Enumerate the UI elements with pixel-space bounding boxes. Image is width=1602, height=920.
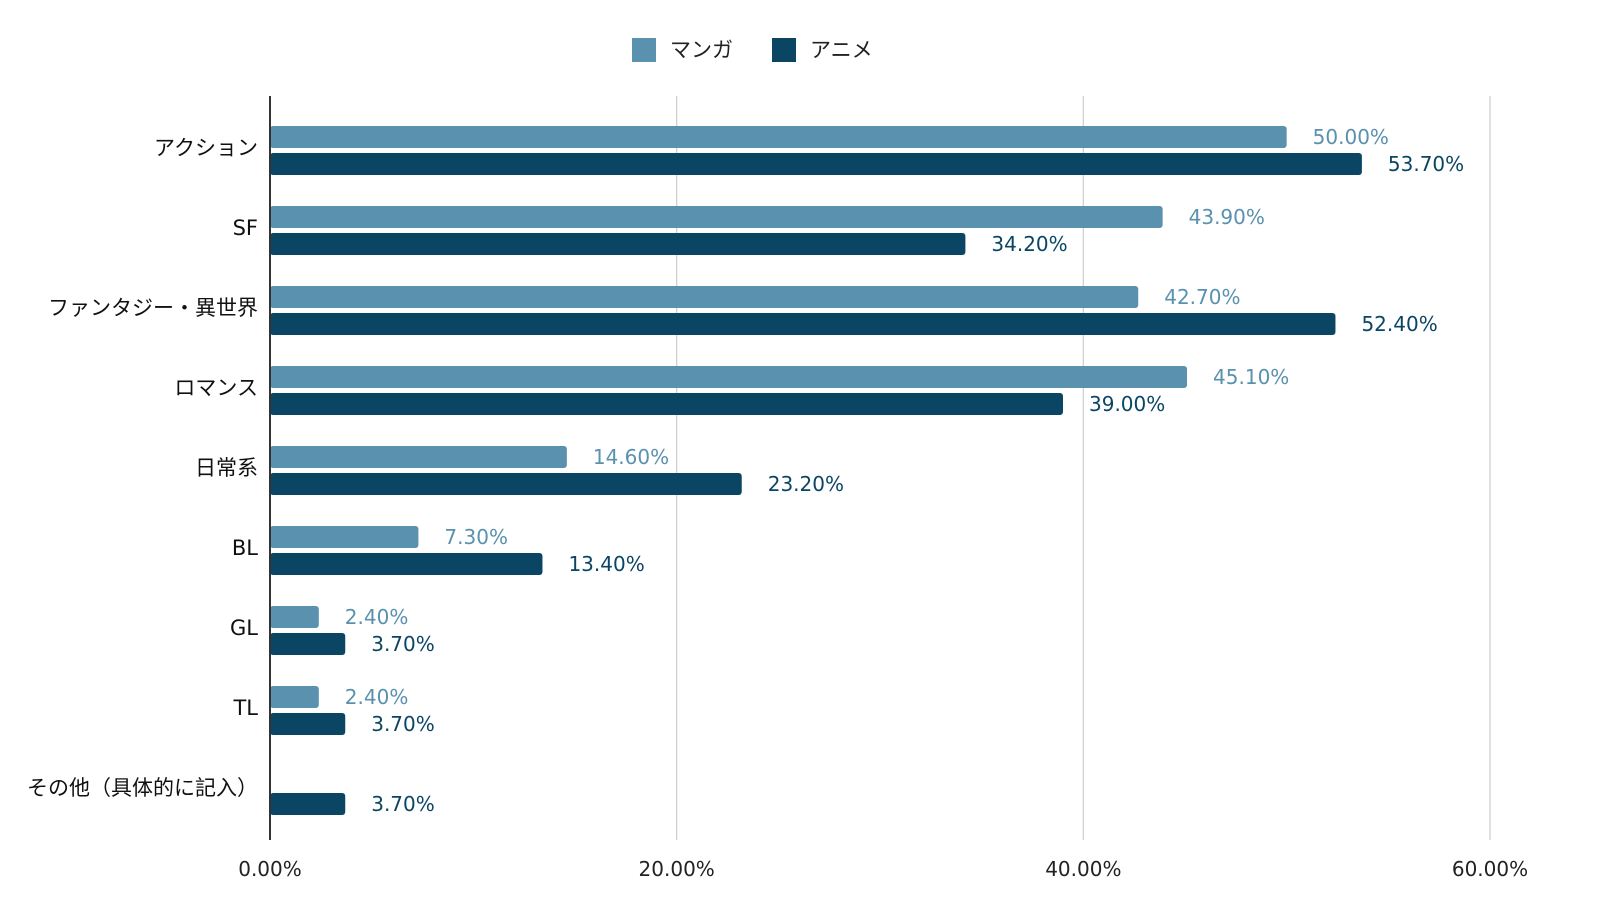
category-label: GL (230, 616, 258, 640)
legend-swatch (632, 38, 656, 62)
data-label: 50.00% (1313, 125, 1389, 149)
data-label: 2.40% (345, 605, 409, 629)
data-label: 3.70% (371, 632, 435, 656)
category-label: アクション (154, 136, 258, 160)
bar (270, 606, 319, 628)
data-label: 3.70% (371, 792, 435, 816)
data-label: 42.70% (1164, 285, 1240, 309)
legend-label: アニメ (810, 38, 873, 62)
data-label: 53.70% (1388, 152, 1464, 176)
bar (270, 366, 1188, 388)
bar (270, 286, 1139, 308)
data-label: 45.10% (1213, 365, 1289, 389)
bar (270, 313, 1336, 335)
bar (270, 713, 346, 735)
bar (270, 446, 567, 468)
x-tick-label: 0.00% (238, 857, 302, 881)
data-label: 34.20% (991, 232, 1067, 256)
category-label: BL (232, 536, 258, 560)
legend-label: マンガ (670, 38, 733, 62)
category-label: その他（具体的に記入） (27, 776, 258, 800)
bars (270, 126, 1362, 815)
bar (270, 393, 1063, 415)
x-tick-label: 40.00% (1045, 857, 1121, 881)
bar (270, 206, 1163, 228)
data-label: 7.30% (444, 525, 508, 549)
data-label: 2.40% (345, 685, 409, 709)
bar (270, 126, 1287, 148)
x-tick-label: 20.00% (639, 857, 715, 881)
data-label: 23.20% (768, 472, 844, 496)
data-label: 3.70% (371, 712, 435, 736)
category-label: TL (232, 696, 258, 720)
data-label: 52.40% (1361, 312, 1437, 336)
bar (270, 473, 742, 495)
bar (270, 526, 419, 548)
category-label: 日常系 (195, 456, 258, 480)
legend-swatch (772, 38, 796, 62)
category-label: ロマンス (174, 376, 258, 400)
data-label: 13.40% (568, 552, 644, 576)
category-label: ファンタジー・異世界 (48, 296, 258, 320)
data-label: 43.90% (1189, 205, 1265, 229)
data-label: 14.60% (593, 445, 669, 469)
legend: マンガ アニメ (632, 38, 873, 62)
x-tick-label: 60.00% (1452, 857, 1528, 881)
data-labels: 50.00% 53.70% 43.90% 34.20% 42.70% 52.40% 45.1… (345, 125, 1464, 816)
bar (270, 793, 346, 815)
bar (270, 153, 1362, 175)
bar (270, 233, 966, 255)
bar (270, 633, 346, 655)
bar (270, 686, 319, 708)
axes: 0.00% 20.00% 40.00% 60.00% アクション SF ファンタジー・異世界… (27, 96, 1528, 881)
data-label: 39.00% (1089, 392, 1165, 416)
bar (270, 553, 543, 575)
category-label: SF (233, 216, 258, 240)
